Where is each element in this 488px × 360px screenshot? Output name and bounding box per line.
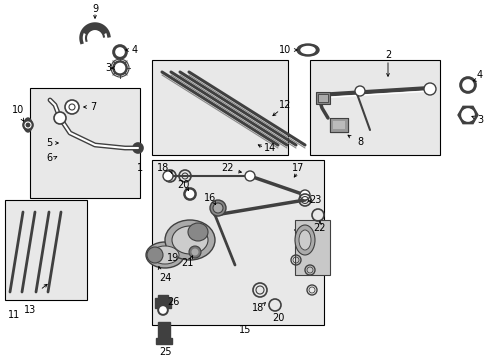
Circle shape — [69, 104, 75, 110]
Ellipse shape — [187, 223, 207, 241]
Text: 13: 13 — [24, 305, 36, 315]
Text: 6: 6 — [46, 153, 52, 163]
Ellipse shape — [301, 46, 314, 54]
Circle shape — [115, 63, 124, 72]
Text: 15: 15 — [238, 325, 251, 335]
Text: 12: 12 — [278, 100, 290, 110]
Text: 14: 14 — [264, 143, 276, 153]
Text: 23: 23 — [308, 195, 321, 205]
Bar — [152, 160, 324, 325]
Circle shape — [423, 83, 435, 95]
Text: 11: 11 — [8, 310, 20, 320]
Polygon shape — [82, 24, 107, 34]
Circle shape — [461, 109, 473, 121]
Bar — [155, 298, 171, 308]
Text: 20: 20 — [271, 313, 284, 323]
Circle shape — [147, 247, 163, 263]
Circle shape — [65, 100, 79, 114]
Bar — [309, 60, 439, 155]
Text: 4: 4 — [132, 45, 138, 55]
Text: 18: 18 — [251, 303, 264, 313]
Text: 1: 1 — [137, 163, 143, 173]
Circle shape — [23, 120, 33, 130]
Circle shape — [160, 307, 165, 313]
Circle shape — [213, 203, 223, 213]
Ellipse shape — [172, 226, 207, 254]
Text: 22: 22 — [313, 223, 325, 233]
Text: 2: 2 — [384, 50, 390, 60]
Circle shape — [191, 248, 198, 256]
Bar — [317, 94, 327, 102]
Circle shape — [299, 190, 309, 200]
Text: 10: 10 — [12, 105, 24, 115]
Bar — [152, 60, 287, 155]
Circle shape — [133, 143, 142, 153]
Text: 26: 26 — [166, 297, 179, 307]
Text: 18: 18 — [157, 163, 169, 173]
Circle shape — [25, 122, 31, 128]
Circle shape — [116, 48, 124, 56]
Text: 8: 8 — [356, 137, 362, 147]
Bar — [158, 322, 170, 342]
Ellipse shape — [296, 44, 318, 56]
Text: 21: 21 — [181, 258, 193, 268]
Bar — [329, 118, 347, 132]
Ellipse shape — [294, 225, 314, 255]
Text: 3: 3 — [105, 63, 111, 73]
Text: 24: 24 — [159, 273, 171, 283]
Circle shape — [186, 190, 193, 198]
Text: 4: 4 — [476, 70, 482, 80]
Text: 3: 3 — [476, 115, 482, 125]
Text: 22: 22 — [221, 163, 234, 173]
Circle shape — [354, 86, 364, 96]
Circle shape — [113, 61, 127, 75]
Ellipse shape — [24, 118, 32, 132]
Bar — [315, 92, 329, 104]
Text: 16: 16 — [203, 193, 216, 203]
Bar — [158, 295, 168, 300]
Text: 20: 20 — [177, 180, 189, 190]
Circle shape — [459, 77, 475, 93]
Text: 17: 17 — [291, 163, 304, 173]
Polygon shape — [457, 106, 477, 124]
Ellipse shape — [146, 242, 183, 268]
Circle shape — [163, 171, 173, 181]
Text: 7: 7 — [90, 102, 96, 112]
Text: 9: 9 — [92, 4, 98, 14]
Circle shape — [462, 80, 472, 90]
Text: 19: 19 — [166, 253, 179, 263]
Text: 5: 5 — [46, 138, 52, 148]
Bar — [5, 200, 87, 300]
Ellipse shape — [164, 220, 215, 260]
Text: 10: 10 — [278, 45, 290, 55]
Bar — [294, 220, 329, 275]
Circle shape — [183, 188, 196, 200]
Circle shape — [113, 45, 127, 59]
Circle shape — [209, 200, 225, 216]
Circle shape — [158, 305, 168, 315]
Ellipse shape — [151, 246, 179, 264]
Ellipse shape — [298, 230, 310, 250]
Circle shape — [244, 171, 254, 181]
Circle shape — [189, 246, 201, 258]
Bar — [332, 121, 345, 129]
Text: 25: 25 — [159, 347, 171, 357]
Bar — [156, 338, 172, 344]
Circle shape — [54, 112, 66, 124]
Bar — [30, 88, 140, 198]
